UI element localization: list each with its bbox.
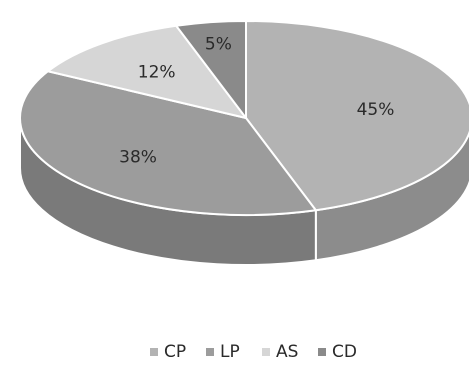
legend-label-as: AS xyxy=(276,342,298,362)
pie-slice-cp xyxy=(245,20,469,212)
legend-swatch-cd xyxy=(318,348,326,356)
legend-swatch-lp xyxy=(206,348,214,356)
legend-item-as: AS xyxy=(262,342,298,362)
legend-label-cd: CD xyxy=(332,342,357,362)
data-label-cd: 5% xyxy=(205,34,232,54)
pie-data-labels: 45% 38% 12% 5% xyxy=(119,34,394,167)
legend-item-cd: CD xyxy=(318,342,357,362)
legend-item-cp: CP xyxy=(150,342,186,362)
pie-slice-cd xyxy=(175,20,247,119)
data-label-cp: 45% xyxy=(357,100,395,120)
data-label-lp: 38% xyxy=(119,147,157,167)
legend-label-cp: CP xyxy=(164,342,186,362)
data-label-as: 12% xyxy=(138,63,176,83)
legend-item-lp: LP xyxy=(206,342,240,362)
legend-swatch-as xyxy=(262,348,270,356)
legend-swatch-cp xyxy=(150,348,158,356)
pie-slice-as xyxy=(46,24,247,119)
legend-label-lp: LP xyxy=(220,342,240,362)
pie-slices xyxy=(19,20,469,216)
legend: CP LP AS CD xyxy=(150,342,357,362)
pie-slice-lp xyxy=(19,70,317,216)
